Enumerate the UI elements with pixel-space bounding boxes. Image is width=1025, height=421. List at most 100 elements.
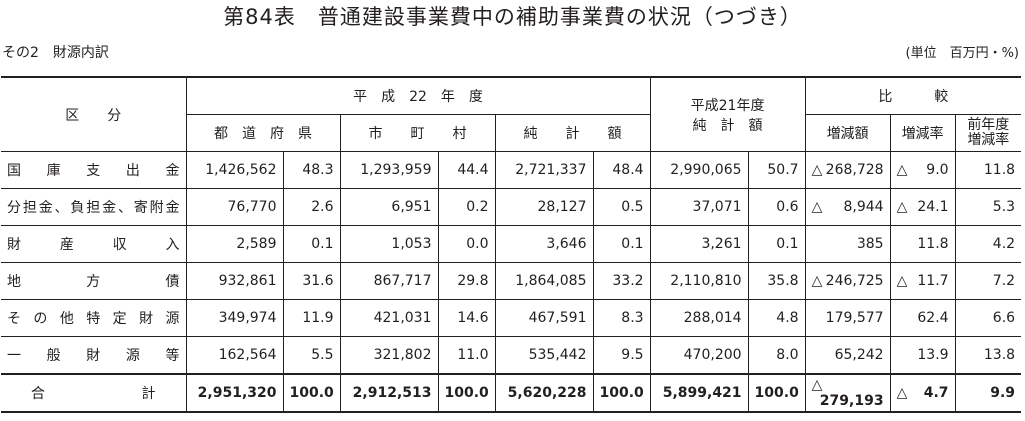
pref-percent: 11.9 <box>282 299 341 337</box>
diff-cell: 65,242 <box>804 336 891 375</box>
diff-cell: △ 268,728 <box>804 151 891 189</box>
pref-percent: 5.5 <box>282 336 341 375</box>
h21-percent: 35.8 <box>747 262 806 300</box>
diff-cell: △ 8,944 <box>804 188 891 226</box>
muni-percent: 11.0 <box>437 336 496 375</box>
diff-cell-value: 8,944 <box>843 199 884 215</box>
h21-value: 2,990,065 <box>649 151 749 189</box>
net-percent: 33.2 <box>592 262 651 300</box>
prev-rate: 11.8 <box>954 151 1022 189</box>
header-category: 区 分 <box>1 77 187 152</box>
diff-cell-mark: △ <box>811 273 823 289</box>
diff-cell: △ 279,193 <box>804 373 891 412</box>
rate-cell-mark: △ <box>896 162 908 178</box>
pref-value: 162,564 <box>185 336 284 375</box>
funding-source-table: 区 分 平 成 22 年 度 平成21年度 純 計 額 比 較 都 道 府 県 … <box>1 76 1022 413</box>
net-percent: 100.0 <box>592 373 651 412</box>
table-row: 一般財源等 162,564 5.5 321,802 11.0 535,442 9.5 470,… <box>1 336 1022 375</box>
pref-percent: 2.6 <box>282 188 341 226</box>
header-h22: 平 成 22 年 度 <box>185 77 651 115</box>
net-value: 1,864,085 <box>494 262 594 300</box>
net-value: 5,620,228 <box>494 373 594 412</box>
pref-percent: 100.0 <box>282 373 341 412</box>
diff-cell: 179,577 <box>804 299 891 337</box>
rate-cell-value: 62.4 <box>917 310 949 326</box>
muni-value: 867,717 <box>339 262 439 300</box>
prev-rate: 13.8 <box>954 336 1022 375</box>
pref-value: 349,974 <box>185 299 284 337</box>
table-row: 分担金、負担金、寄附金 76,770 2.6 6,951 0.2 28,127 0.5 37,… <box>1 188 1022 226</box>
header-net: 純 計 額 <box>494 114 651 152</box>
prev-rate: 9.9 <box>954 373 1022 412</box>
header-h21-line1: 平成21年度 <box>690 97 765 114</box>
diff-cell-mark: △ <box>811 377 823 393</box>
rate-cell: 62.4 <box>889 299 956 337</box>
diff-cell-value: 279,193 <box>819 393 884 409</box>
diff-cell: 385 <box>804 225 891 263</box>
pref-value: 2,589 <box>185 225 284 263</box>
row-label: 財産収入 <box>1 225 187 263</box>
pref-percent: 0.1 <box>282 225 341 263</box>
rate-cell-value: 11.7 <box>917 273 949 289</box>
row-label: 地方債 <box>1 262 187 300</box>
h21-percent: 50.7 <box>747 151 806 189</box>
h21-value: 37,071 <box>649 188 749 226</box>
rate-cell-mark: △ <box>896 273 908 289</box>
header-pref: 都 道 府 県 <box>186 114 341 152</box>
pref-value: 1,426,562 <box>185 151 284 189</box>
pref-percent: 48.3 <box>282 151 341 189</box>
muni-percent: 0.2 <box>437 188 496 226</box>
diff-cell-mark: △ <box>811 199 823 215</box>
row-label: 合計 <box>1 373 187 412</box>
header-compare: 比 較 <box>804 77 1022 115</box>
h21-value: 3,261 <box>649 225 749 263</box>
pref-value: 932,861 <box>185 262 284 300</box>
h21-value: 5,899,421 <box>649 373 749 412</box>
rate-cell-mark: △ <box>896 385 908 401</box>
diff-cell-value: 65,242 <box>834 347 884 363</box>
net-value: 28,127 <box>494 188 594 226</box>
rate-cell-value: 13.9 <box>917 347 949 363</box>
rate-cell: △ 4.7 <box>889 373 956 412</box>
net-value: 2,721,337 <box>494 151 594 189</box>
diff-cell-mark: △ <box>811 162 823 178</box>
row-label: 一般財源等 <box>1 336 187 375</box>
h21-value: 470,200 <box>649 336 749 375</box>
table-subtitle: その2 財源内訳 <box>2 45 109 61</box>
net-percent: 48.4 <box>592 151 651 189</box>
diff-cell: △ 246,725 <box>804 262 891 300</box>
h21-percent: 100.0 <box>747 373 806 412</box>
net-value: 535,442 <box>494 336 594 375</box>
pref-value: 76,770 <box>185 188 284 226</box>
prev-rate: 6.6 <box>954 299 1022 337</box>
muni-percent: 44.4 <box>437 151 496 189</box>
table-row: 財産収入 2,589 0.1 1,053 0.0 3,646 0.1 3,261 0.1 385 1… <box>1 225 1022 263</box>
table-row: その他特定財源 349,974 11.9 421,031 14.6 467,591 8.3 2… <box>1 299 1022 337</box>
rate-cell-value: 9.0 <box>926 162 949 178</box>
h21-percent: 0.6 <box>747 188 806 226</box>
header-h21: 平成21年度 純 計 額 <box>649 77 806 152</box>
rate-cell: 13.9 <box>889 336 956 375</box>
diff-cell-value: 246,725 <box>825 273 884 289</box>
rate-cell-value: 11.8 <box>917 236 949 252</box>
header-diff: 増減額 <box>804 114 891 152</box>
muni-value: 6,951 <box>339 188 439 226</box>
header-muni: 市 町 村 <box>339 114 496 152</box>
diff-cell-value: 268,728 <box>825 162 884 178</box>
muni-percent: 100.0 <box>437 373 496 412</box>
prev-rate: 7.2 <box>954 262 1022 300</box>
h21-percent: 4.8 <box>747 299 806 337</box>
rate-cell-value: 24.1 <box>917 199 949 215</box>
unit-note: (単位 百万円・%) <box>905 46 1020 61</box>
header-h21-line2: 純 計 額 <box>692 117 763 134</box>
row-label: その他特定財源 <box>1 299 187 337</box>
muni-value: 1,293,959 <box>339 151 439 189</box>
pref-value: 2,951,320 <box>185 373 284 412</box>
net-percent: 9.5 <box>592 336 651 375</box>
rate-cell: 11.8 <box>889 225 956 263</box>
header-prev-rate: 前年度 増減率 <box>954 114 1022 152</box>
h21-value: 2,110,810 <box>649 262 749 300</box>
rate-cell-mark: △ <box>896 199 908 215</box>
net-percent: 0.1 <box>592 225 651 263</box>
net-value: 3,646 <box>494 225 594 263</box>
